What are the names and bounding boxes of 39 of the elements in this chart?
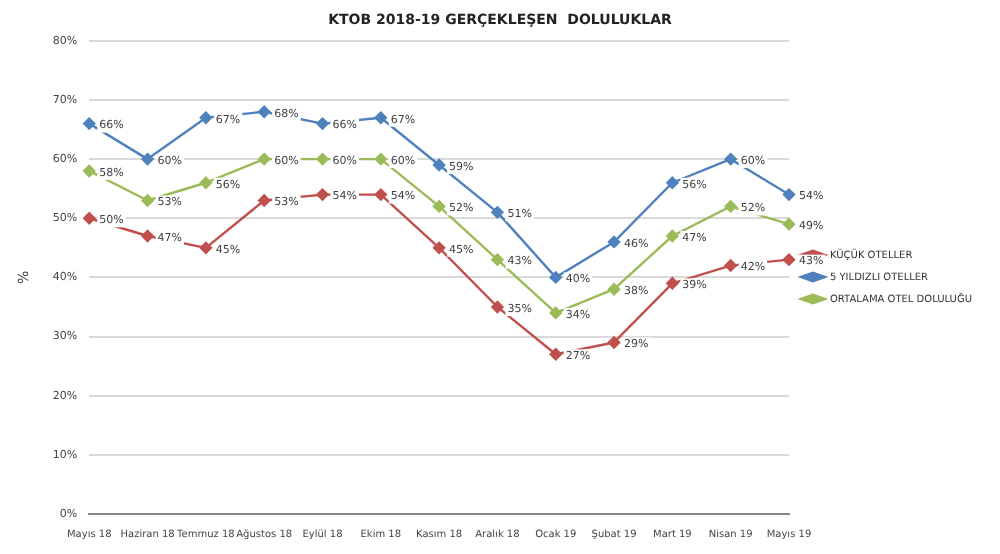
point [432,200,446,213]
point [316,188,329,201]
point [432,241,446,255]
point [491,300,504,314]
point [549,348,562,361]
point [432,158,446,172]
point [141,194,154,207]
point [607,283,621,296]
point [141,229,154,243]
point [316,152,329,166]
point [374,188,387,201]
point [257,194,271,207]
point [549,271,562,284]
point [782,188,796,201]
point [257,152,271,166]
point [666,229,679,243]
point [724,259,737,272]
point [374,152,387,166]
point [257,105,271,118]
point [666,277,679,290]
point [607,235,621,249]
point [607,336,621,349]
point [199,111,213,124]
point [549,306,562,320]
point [782,217,796,231]
point [374,111,387,124]
point [83,212,96,225]
point [316,117,329,130]
point [199,176,213,189]
point [491,206,504,219]
point [782,253,796,266]
point [141,152,154,166]
point [724,200,737,213]
point [666,176,679,189]
point [83,164,96,178]
point [724,152,737,166]
point [83,117,96,130]
point [491,253,504,266]
point [199,241,213,255]
